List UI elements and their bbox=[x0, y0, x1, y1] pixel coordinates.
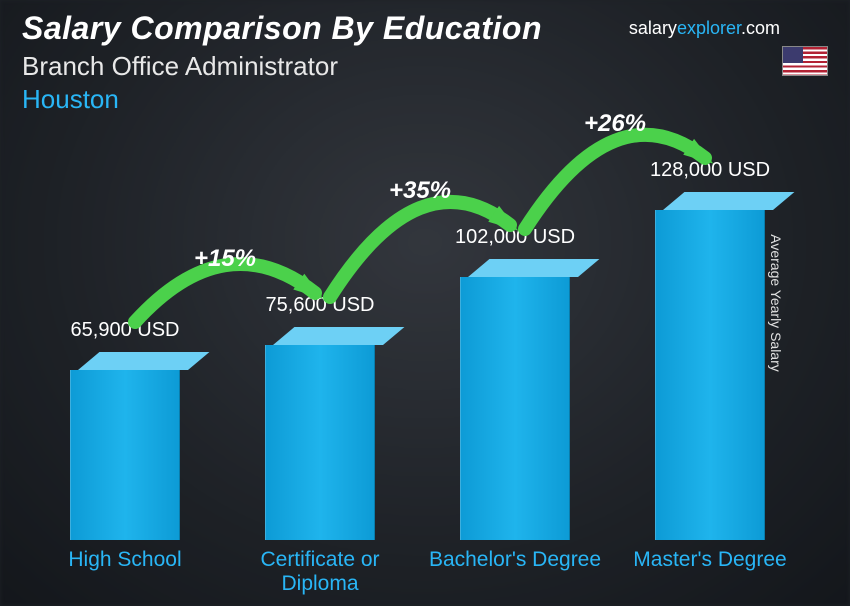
bar-front-face bbox=[70, 370, 180, 540]
bar bbox=[70, 352, 180, 540]
bar-value-label: 102,000 USD bbox=[455, 226, 575, 249]
brand-part3: .com bbox=[741, 18, 780, 38]
bar-value-label: 65,900 USD bbox=[71, 319, 180, 342]
bar-value-label: 75,600 USD bbox=[266, 294, 375, 317]
increase-pct-label: +15% bbox=[175, 245, 275, 273]
chart-city: Houston bbox=[22, 84, 828, 115]
bar-top-face bbox=[468, 259, 599, 277]
bar bbox=[265, 327, 375, 540]
bar bbox=[655, 192, 765, 540]
bar-chart: 65,900 USDHigh School75,600 USDCertifica… bbox=[40, 160, 800, 540]
bar-category-label: High School bbox=[35, 548, 215, 572]
bar-front-face bbox=[265, 345, 375, 540]
bar-category-label: Bachelor's Degree bbox=[425, 548, 605, 572]
chart-subtitle: Branch Office Administrator bbox=[22, 51, 828, 82]
bar-category-label: Master's Degree bbox=[620, 548, 800, 572]
bar-front-face bbox=[460, 277, 570, 540]
bar-value-label: 128,000 USD bbox=[650, 159, 770, 182]
bar-category-label: Certificate or Diploma bbox=[230, 548, 410, 596]
brand-part1: salary bbox=[629, 18, 677, 38]
increase-pct-label: +35% bbox=[370, 177, 470, 205]
flag-icon bbox=[782, 46, 828, 76]
bar-front-face bbox=[655, 210, 765, 540]
increase-pct-label: +26% bbox=[565, 110, 665, 138]
bar-top-face bbox=[663, 192, 794, 210]
bar bbox=[460, 259, 570, 540]
brand-logo: salaryexplorer.com bbox=[629, 18, 780, 39]
bar-top-face bbox=[273, 327, 404, 345]
brand-part2: explorer bbox=[677, 18, 741, 38]
bar-top-face bbox=[78, 352, 209, 370]
